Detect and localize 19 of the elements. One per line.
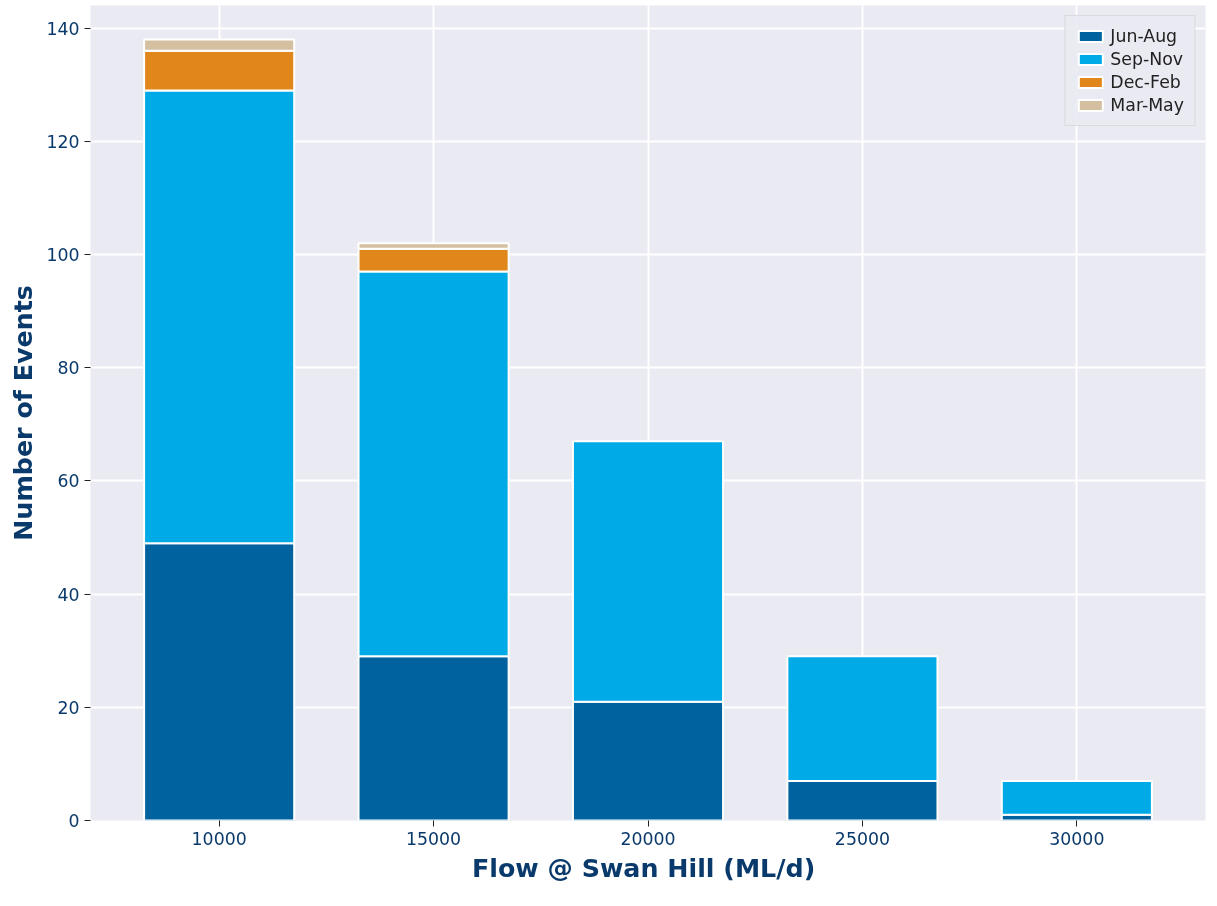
y-tick-label: 60 xyxy=(57,471,80,492)
x-tick-label: 30000 xyxy=(1049,828,1105,849)
y-tick-label: 0 xyxy=(68,811,80,831)
legend-label: Dec-Feb xyxy=(1110,72,1181,92)
y-tick-label: 120 xyxy=(46,131,80,152)
legend-label: Jun-Aug xyxy=(1110,26,1178,46)
legend-label: Mar-May xyxy=(1110,95,1184,115)
legend-label: Sep-Nov xyxy=(1110,49,1184,69)
y-tick-label: 20 xyxy=(57,697,80,718)
y-tick-label: 140 xyxy=(46,18,80,39)
x-axis-title: Flow @ Swan Hill (ML/d) xyxy=(471,852,816,883)
x-tick-label: 25000 xyxy=(834,828,890,849)
y-tick-label: 40 xyxy=(57,584,80,605)
x-tick-label: 10000 xyxy=(191,828,247,849)
y-tick-label: 100 xyxy=(46,245,80,266)
y-axis-title: Number of Events xyxy=(8,285,39,541)
x-tick-label: 20000 xyxy=(620,828,676,849)
y-tick-label: 80 xyxy=(57,358,80,379)
x-tick-label: 15000 xyxy=(406,828,462,849)
